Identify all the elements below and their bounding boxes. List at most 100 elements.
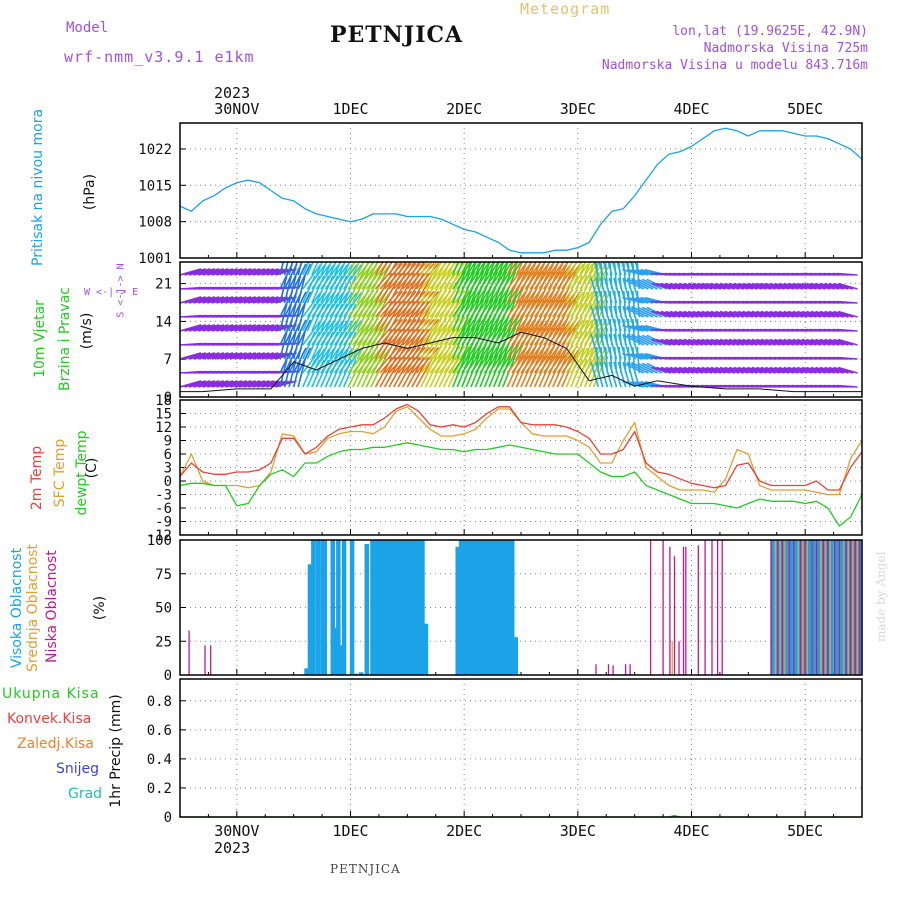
wind-arrow <box>361 272 378 304</box>
high-cloud-bar <box>322 540 327 675</box>
wind-arrow <box>608 361 618 388</box>
wind-arrow <box>538 327 554 360</box>
wind-arrow <box>760 366 781 374</box>
wind-arrow <box>180 380 202 388</box>
wind-arrow <box>306 320 326 346</box>
wind-arrow <box>261 352 284 360</box>
wind-arrow <box>197 296 220 304</box>
wind-arrow <box>197 352 220 360</box>
wind-arrow <box>180 268 202 276</box>
wind-arrow <box>806 366 826 374</box>
wind-arrow <box>756 282 776 290</box>
wind-arrow <box>538 262 546 276</box>
wind-arrow <box>342 262 351 276</box>
wind-arrow <box>288 359 297 388</box>
wind-arrow <box>515 327 532 360</box>
wind-arrow <box>257 324 279 332</box>
wind-arrow <box>338 320 358 346</box>
wind-arrow <box>438 272 455 304</box>
wind-arrow <box>678 338 699 346</box>
wind-arrow <box>197 324 220 332</box>
wind-arrow <box>202 380 225 388</box>
wind-arrow <box>447 262 456 276</box>
wind-arrow <box>751 366 772 374</box>
wind-arrow <box>311 264 331 290</box>
wind-arrow <box>778 282 799 290</box>
precip-tick-label: 0.8 <box>147 694 172 710</box>
high-cloud-bar <box>847 540 853 675</box>
wind-arrow <box>833 366 854 374</box>
cloud-mid-label: Srednja Oblacnost <box>25 544 41 672</box>
wind-arrow <box>411 262 435 290</box>
high-cloud-bar <box>834 540 839 675</box>
high-cloud-bar <box>370 540 375 675</box>
wind-arrow <box>515 299 532 332</box>
wind-arrow <box>669 366 690 374</box>
temp-tick-label: 12 <box>155 420 172 436</box>
high-cloud-bar <box>311 540 316 675</box>
wind-arrow <box>747 338 767 346</box>
wind-arrow <box>406 346 431 374</box>
wind-arrow <box>692 310 713 318</box>
precip-frz-label: Zaledj.Kisa <box>17 736 94 752</box>
wind-arrow <box>724 338 745 346</box>
wind-arrow <box>324 348 344 374</box>
wind-arrow <box>524 262 547 290</box>
wind-arrow <box>778 338 799 346</box>
wind-arrow <box>543 262 565 290</box>
wind-arrow <box>257 352 279 360</box>
wind-subtitle: Brzina i Pravac <box>57 287 73 391</box>
wind-arrow <box>279 262 285 276</box>
wind-arrow <box>724 310 745 318</box>
wind-arrow <box>438 300 455 332</box>
wind-arrow <box>687 366 708 374</box>
wind-arrow <box>247 296 270 304</box>
wind-arrow <box>837 300 858 304</box>
panel-frame <box>179 261 863 398</box>
wind-arrow <box>533 317 556 346</box>
wind-arrow <box>333 320 353 346</box>
wind-arrow <box>193 296 216 304</box>
wind-arrow <box>683 310 704 318</box>
wind-arrow <box>742 366 763 374</box>
wind-arrow <box>515 317 538 346</box>
high-cloud-bar <box>413 540 418 675</box>
wind-arrow <box>438 328 455 360</box>
wind-arrow <box>225 324 247 332</box>
wind-arrow <box>515 262 524 276</box>
wind-arrow <box>651 310 672 318</box>
high-cloud-bar <box>458 540 464 675</box>
wind-arrow <box>538 271 554 304</box>
wind-arrow <box>797 310 817 318</box>
wind-arrow <box>783 366 804 374</box>
wind-arrow <box>429 272 446 304</box>
wind-arrow <box>347 300 364 332</box>
wind-arrow <box>701 366 722 374</box>
wind-arrow <box>542 299 559 332</box>
wind-arrow <box>529 327 545 360</box>
wind-arrow <box>579 262 587 276</box>
temp-tick-label: -3 <box>155 488 172 504</box>
wind-arrow <box>715 366 735 374</box>
wind-arrow <box>324 264 344 290</box>
wind-arrow <box>692 282 713 290</box>
wind-arrow <box>787 366 808 374</box>
high-cloud-bar <box>315 540 321 675</box>
temp-tick-label: -6 <box>155 501 172 517</box>
high-cloud-bar <box>320 540 325 675</box>
wind-arrow <box>561 262 569 276</box>
wind-arrow <box>442 328 460 360</box>
wind-arrow <box>343 348 362 374</box>
wind-arrow <box>706 310 726 318</box>
wind-arrow <box>797 366 817 374</box>
wind-arrow <box>579 302 593 332</box>
wind-arrow <box>370 272 387 304</box>
wind-arrow <box>320 320 340 346</box>
wind-arrow <box>747 366 767 374</box>
wind-arrow <box>433 300 451 332</box>
precip-tick-label: 0 <box>164 810 172 826</box>
wind-arrow <box>533 345 556 374</box>
wind-arrow <box>315 262 324 276</box>
high-cloud-bar <box>393 540 398 675</box>
wind-arrow <box>180 324 202 332</box>
